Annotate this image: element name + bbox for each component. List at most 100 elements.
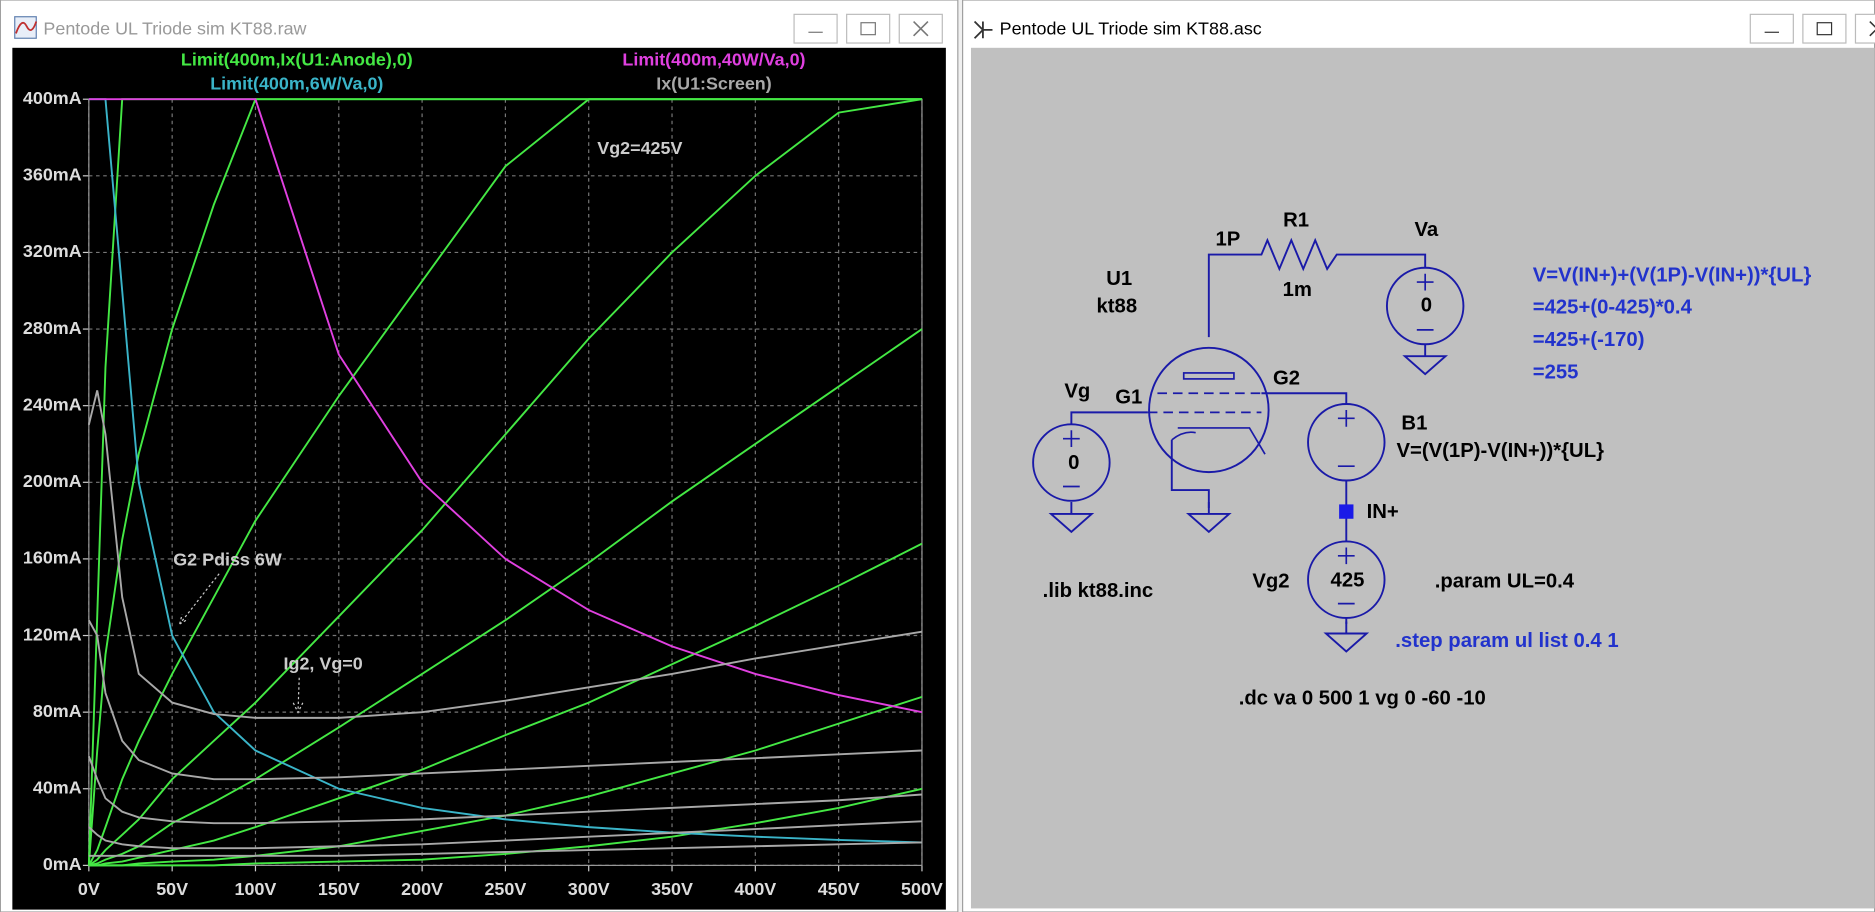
y-tick-label: 280mA: [23, 318, 82, 338]
curve: [88, 787, 923, 867]
curve: [88, 98, 922, 866]
wire: [1070, 411, 1148, 425]
source-polarity: [1337, 409, 1355, 467]
schematic-label: IN+: [1367, 501, 1399, 523]
legend-entry: Ix(U1:Screen): [656, 74, 771, 94]
tube-plate: [1182, 372, 1235, 380]
schematic-label: 0: [1421, 294, 1432, 316]
schematic-icon: [973, 20, 993, 39]
curve: [87, 390, 923, 719]
schematic-label: 425: [1331, 569, 1365, 591]
plot-icon: [14, 16, 37, 39]
y-tick-label: 240mA: [23, 394, 82, 414]
schematic-label: U1: [1106, 268, 1132, 290]
x-tick-label: 400V: [734, 879, 776, 899]
spice-comment: V=V(IN+)+(V(1P)-V(IN+))*{UL}: [1533, 264, 1812, 286]
schematic-label: .param UL=0.4: [1435, 570, 1575, 592]
legend-entry: Limit(400m,Ix(U1:Anode),0): [181, 50, 413, 70]
source-polarity: [1337, 547, 1355, 605]
source-polarity: [1063, 430, 1080, 488]
schematic-label: R1: [1283, 209, 1309, 231]
annotation-arrow: [179, 573, 220, 625]
annotation: Vg2=425V: [597, 138, 682, 158]
schematic-label: .dc va 0 500 1 vg 0 -60 -10: [1239, 688, 1486, 710]
voltage-source: [1032, 423, 1111, 502]
spice-comment: =425+(-170): [1533, 329, 1645, 351]
schematic-label: .lib kt88.inc: [1043, 580, 1154, 602]
schematic-label: B1: [1401, 413, 1427, 435]
y-tick-label: 360mA: [23, 165, 82, 185]
annotation: Ig2, Vg=0: [284, 653, 363, 673]
close-glyph: [913, 20, 929, 37]
schematic-label: 1m: [1283, 279, 1312, 301]
schematic-label: Va: [1415, 219, 1439, 241]
minimize-button[interactable]: [1749, 13, 1794, 44]
tube-envelope: [1148, 346, 1270, 474]
plot-icon-wave: [15, 21, 38, 34]
x-tick-label: 300V: [568, 879, 610, 899]
annotation: G2 Pdiss 6W: [173, 549, 282, 569]
schematic-label: G2: [1273, 367, 1300, 389]
schematic-label: .step param ul list 0.4 1: [1395, 630, 1618, 652]
curve: [87, 755, 923, 825]
ground-symbol: [1185, 513, 1232, 534]
schematic-label: 0: [1068, 452, 1079, 474]
ground-symbol: [1048, 513, 1095, 534]
y-tick-label: 320mA: [23, 241, 82, 261]
x-tick-label: 500V: [901, 879, 943, 899]
maximize-button[interactable]: [846, 13, 891, 44]
schematic-label: 1P: [1216, 229, 1241, 251]
close-glyph: [1869, 20, 1875, 37]
y-tick-label: 200mA: [23, 471, 82, 491]
curve: [88, 841, 922, 857]
spice-comment: =255: [1533, 361, 1579, 383]
x-tick-label: 150V: [318, 879, 360, 899]
node-marker: [1339, 504, 1354, 519]
legend-entry: Limit(400m,40W/Va,0): [622, 50, 805, 70]
curve: [88, 98, 922, 844]
window-title: Pentode UL Triode sim KT88.asc: [1000, 19, 1262, 39]
spice-comment: =425+(0-425)*0.4: [1533, 297, 1693, 319]
schematic-label: Vg2: [1252, 570, 1289, 592]
schematic-label: G1: [1115, 386, 1142, 408]
annotation-arrow: [292, 677, 304, 714]
schematic-label: V=(V(1P)-V(IN+))*{UL}: [1396, 440, 1604, 462]
wire: [1170, 439, 1210, 508]
tube-cathode: [1171, 427, 1266, 455]
maximize-glyph: [860, 22, 876, 36]
x-tick-label: 200V: [401, 879, 443, 899]
x-tick-label: 450V: [818, 879, 860, 899]
curve: [88, 542, 923, 867]
curve: [88, 98, 923, 714]
y-tick-label: 80mA: [33, 701, 82, 721]
window-title: Pentode UL Triode sim KT88.raw: [43, 19, 306, 39]
x-tick-label: 100V: [235, 879, 277, 899]
maximize-glyph: [1816, 22, 1833, 36]
legend-entry: Limit(400m,6W/Va,0): [210, 74, 383, 94]
x-tick-label: 250V: [484, 879, 526, 899]
minimize-button[interactable]: [793, 13, 838, 44]
y-tick-label: 0mA: [43, 854, 82, 874]
source-polarity: [1416, 273, 1434, 331]
curve: [88, 820, 923, 850]
y-tick-label: 40mA: [33, 778, 82, 798]
ground-symbol: [1402, 355, 1449, 376]
close-button[interactable]: [1854, 13, 1875, 44]
x-tick-label: 0V: [78, 879, 100, 899]
x-tick-label: 350V: [651, 879, 693, 899]
plot-area: [12, 47, 946, 910]
y-tick-label: 160mA: [23, 548, 82, 568]
wire: [1207, 237, 1427, 338]
schematic-canvas: [970, 47, 1875, 909]
x-tick-label: 50V: [156, 879, 188, 899]
ground-symbol: [1323, 632, 1370, 653]
y-tick-label: 120mA: [23, 624, 82, 644]
maximize-button[interactable]: [1802, 13, 1847, 44]
schematic-label: Vg: [1064, 380, 1090, 402]
y-tick-label: 400mA: [23, 88, 82, 108]
schematic-label: kt88: [1096, 296, 1137, 318]
curve: [88, 619, 923, 781]
wire: [1261, 392, 1348, 405]
